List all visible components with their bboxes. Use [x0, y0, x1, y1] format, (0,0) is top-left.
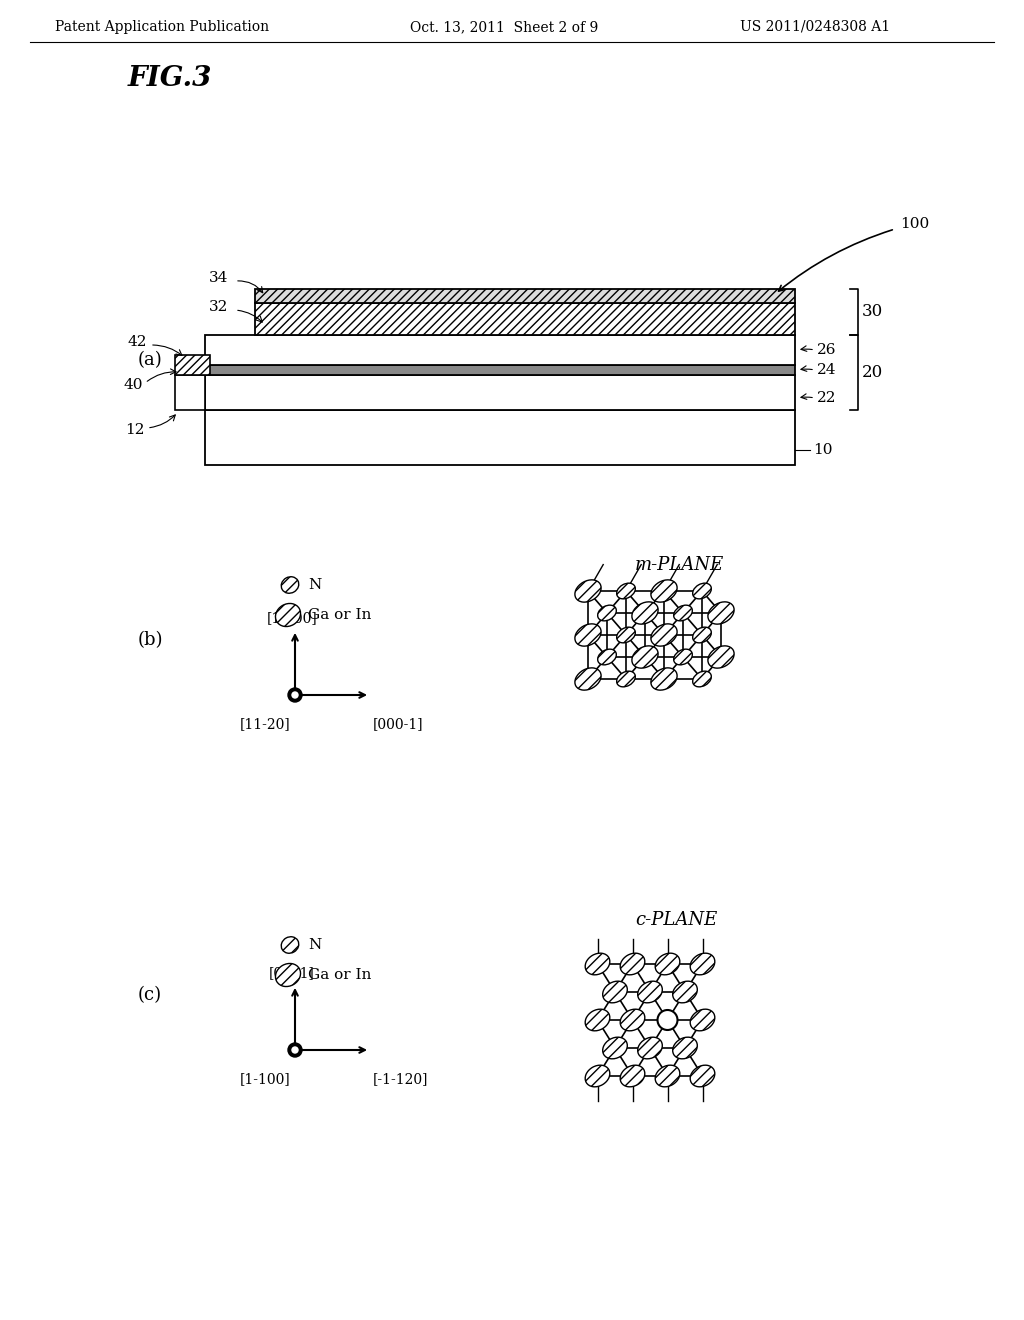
Ellipse shape [275, 603, 300, 627]
Circle shape [288, 1043, 302, 1057]
Text: 26: 26 [817, 343, 837, 356]
Ellipse shape [616, 627, 635, 643]
Text: 42: 42 [128, 335, 147, 348]
Text: (b): (b) [138, 631, 164, 649]
Ellipse shape [674, 605, 692, 620]
Text: Ga or In: Ga or In [308, 609, 372, 622]
Ellipse shape [598, 605, 616, 620]
Circle shape [292, 1047, 298, 1053]
Bar [175, 355, 210, 375]
Ellipse shape [574, 624, 601, 645]
Ellipse shape [621, 953, 645, 975]
Ellipse shape [603, 981, 628, 1003]
Text: 20: 20 [862, 364, 884, 381]
Ellipse shape [655, 953, 680, 975]
Text: [1-100]: [1-100] [266, 611, 317, 624]
Bar [205, 366, 795, 375]
Ellipse shape [692, 671, 712, 686]
Text: [000-1]: [000-1] [373, 717, 424, 731]
Ellipse shape [674, 649, 692, 665]
Ellipse shape [616, 671, 635, 686]
Text: [1-100]: [1-100] [240, 1072, 291, 1086]
Ellipse shape [692, 583, 712, 599]
Ellipse shape [621, 1065, 645, 1086]
Bar [205, 411, 795, 465]
Ellipse shape [282, 577, 299, 593]
Bar [205, 375, 795, 411]
Text: N: N [308, 939, 322, 952]
Ellipse shape [651, 579, 677, 602]
Ellipse shape [603, 1038, 628, 1059]
Text: c-PLANE: c-PLANE [635, 911, 717, 929]
Bar [205, 335, 795, 366]
Bar [255, 289, 795, 304]
Text: N: N [308, 578, 322, 591]
Ellipse shape [598, 649, 616, 665]
Text: (a): (a) [138, 351, 163, 370]
Ellipse shape [655, 1065, 680, 1086]
Ellipse shape [621, 1010, 645, 1031]
Ellipse shape [638, 981, 663, 1003]
Text: 100: 100 [900, 216, 929, 231]
Circle shape [292, 692, 298, 698]
Bar [175, 375, 205, 411]
Ellipse shape [282, 937, 299, 953]
Ellipse shape [632, 602, 658, 624]
Ellipse shape [585, 1010, 610, 1031]
Text: 12: 12 [125, 422, 144, 437]
Ellipse shape [690, 1065, 715, 1086]
Ellipse shape [585, 1065, 610, 1086]
Ellipse shape [638, 1038, 663, 1059]
Text: [11-20]: [11-20] [240, 717, 291, 731]
Text: 10: 10 [813, 444, 833, 457]
Ellipse shape [616, 583, 635, 599]
Ellipse shape [574, 668, 601, 690]
Ellipse shape [692, 627, 712, 643]
Ellipse shape [651, 668, 677, 690]
Text: 30: 30 [862, 304, 884, 321]
Ellipse shape [585, 953, 610, 975]
Ellipse shape [275, 964, 300, 986]
Ellipse shape [673, 981, 697, 1003]
Text: 40: 40 [123, 378, 142, 392]
Ellipse shape [690, 1010, 715, 1031]
Text: 24: 24 [817, 363, 837, 378]
Text: 22: 22 [817, 391, 837, 405]
Text: m-PLANE: m-PLANE [635, 556, 724, 574]
Text: 34: 34 [209, 271, 228, 285]
Ellipse shape [673, 1038, 697, 1059]
Ellipse shape [651, 624, 677, 645]
Ellipse shape [632, 645, 658, 668]
Text: Oct. 13, 2011  Sheet 2 of 9: Oct. 13, 2011 Sheet 2 of 9 [410, 20, 598, 34]
Text: FIG.3: FIG.3 [128, 65, 212, 91]
Text: Patent Application Publication: Patent Application Publication [55, 20, 269, 34]
Text: [0001]: [0001] [269, 966, 315, 979]
Text: US 2011/0248308 A1: US 2011/0248308 A1 [740, 20, 890, 34]
Text: (c): (c) [138, 986, 162, 1005]
Ellipse shape [690, 953, 715, 975]
Bar [255, 304, 795, 335]
Ellipse shape [708, 645, 734, 668]
Text: Ga or In: Ga or In [308, 968, 372, 982]
Circle shape [288, 688, 302, 702]
Ellipse shape [657, 1010, 678, 1030]
Ellipse shape [574, 579, 601, 602]
Ellipse shape [708, 602, 734, 624]
Text: 32: 32 [209, 300, 228, 314]
Text: [-1-120]: [-1-120] [373, 1072, 428, 1086]
